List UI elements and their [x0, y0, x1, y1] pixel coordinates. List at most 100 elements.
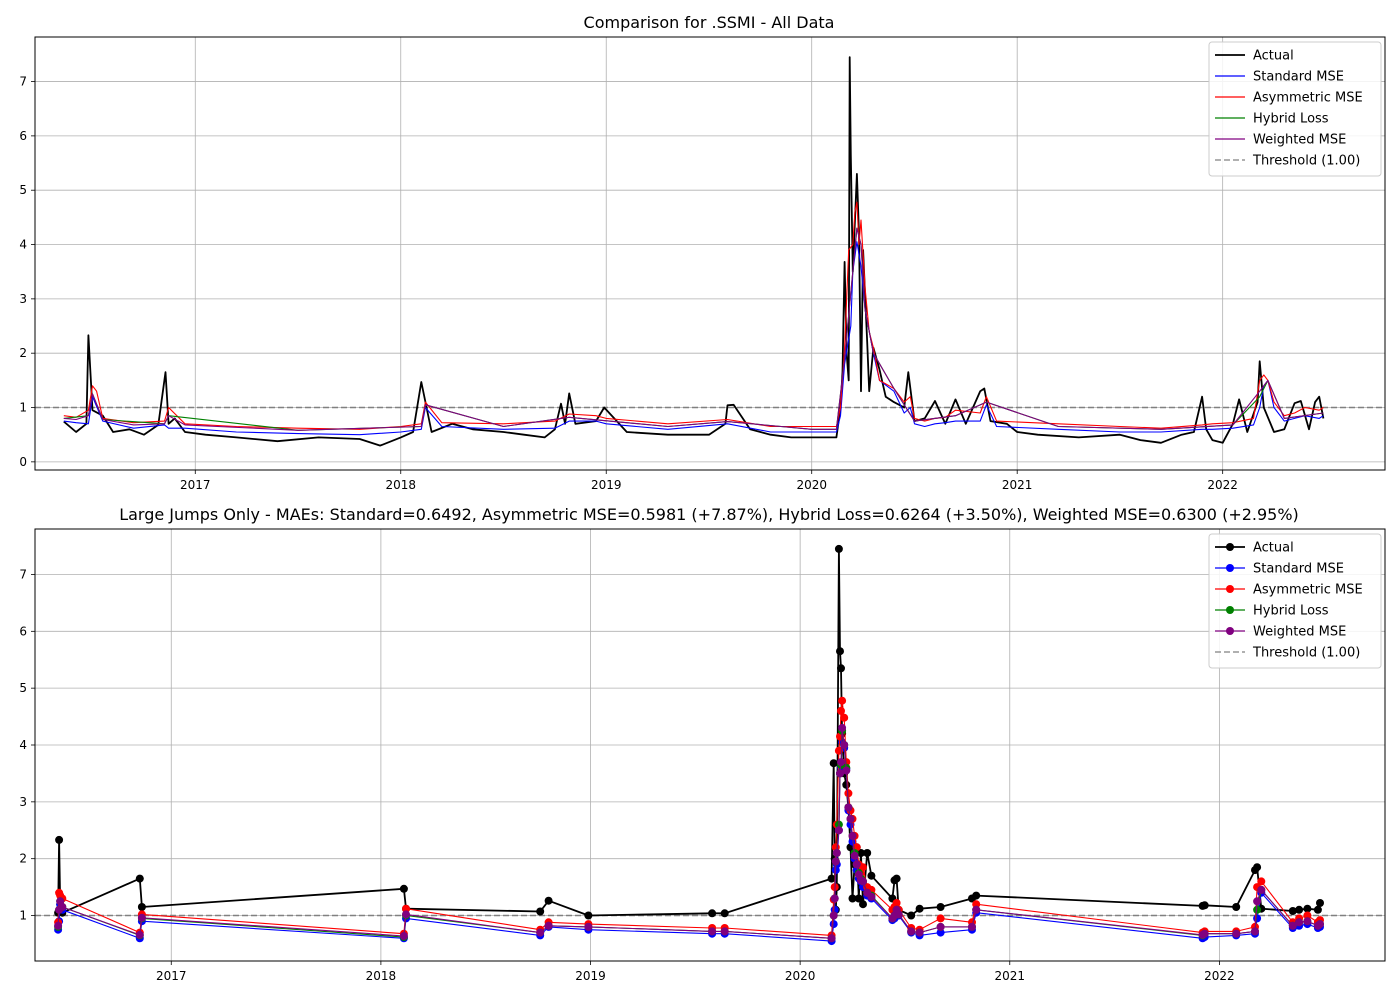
x-tick-label: 2019 [591, 478, 622, 492]
data-point-asymmetric-mse [859, 863, 867, 872]
data-point-actual [135, 874, 144, 883]
data-point-weighted-mse [831, 857, 840, 866]
y-tick-label: 3 [19, 292, 27, 306]
data-point-weighted-mse [54, 921, 63, 930]
data-point-weighted-mse [1232, 929, 1241, 938]
data-point-weighted-mse [1253, 897, 1262, 906]
data-point-standard-mse [1253, 914, 1262, 923]
legend-label: Asymmetric MSE [1253, 91, 1363, 106]
data-point-actual [936, 903, 945, 911]
plot-frame [34, 36, 1386, 471]
legend-label: Standard MSE [1253, 562, 1344, 577]
data-point-actual [1313, 905, 1322, 914]
data-point-actual [1200, 901, 1209, 910]
data-point-weighted-mse [838, 723, 847, 732]
data-point-asymmetric-mse [1303, 911, 1312, 920]
data-point-actual [848, 894, 857, 903]
data-point-weighted-mse [137, 913, 146, 922]
legend-marker [1226, 585, 1234, 593]
data-point-actual [399, 884, 408, 893]
series-lines [63, 56, 1325, 447]
data-point-weighted-mse [832, 849, 841, 857]
data-point-actual [836, 647, 844, 656]
data-point-weighted-mse [848, 831, 857, 840]
legend-label: Actual [1253, 49, 1294, 64]
data-point-actual [137, 903, 146, 911]
legend-label: Threshold (1.00) [1252, 646, 1360, 661]
legend: Actual Standard MSE Asymmetric MSE Hybrid L… [1208, 533, 1382, 669]
y-tick-label: 3 [19, 795, 27, 809]
data-point-actual [972, 891, 981, 900]
legend-box [1208, 533, 1382, 669]
data-point-weighted-mse [1200, 929, 1209, 938]
y-tick-label: 6 [19, 624, 27, 638]
data-point-actual [544, 896, 553, 905]
data-point-hybrid-loss [1253, 905, 1262, 914]
data-point-standard-mse [936, 928, 945, 937]
data-point-weighted-mse [840, 741, 849, 749]
data-point-actual [1295, 905, 1304, 914]
data-point-weighted-mse [968, 922, 976, 931]
legend-marker [1226, 627, 1234, 635]
x-tick-label: 2022 [1207, 478, 1238, 492]
series-line-asymmetric-mse [63, 201, 1324, 430]
y-tick-label: 5 [19, 681, 27, 695]
data-point-weighted-mse [1257, 885, 1266, 894]
data-point-asymmetric-mse [1257, 877, 1266, 886]
data-point-weighted-mse [867, 892, 876, 901]
data-point-actual [1303, 904, 1312, 913]
data-point-weighted-mse [402, 910, 410, 919]
data-point-weighted-mse [830, 894, 839, 903]
y-tick-label: 7 [19, 75, 27, 89]
data-point-weighted-mse [720, 927, 729, 936]
data-point-weighted-mse [1295, 918, 1304, 927]
data-point-asymmetric-mse [936, 914, 945, 923]
data-point-asymmetric-mse [840, 713, 849, 722]
data-point-weighted-mse [58, 903, 67, 911]
y-tick-label: 2 [19, 346, 27, 360]
data-point-actual [856, 849, 865, 857]
data-point-actual [1253, 863, 1262, 872]
data-point-weighted-mse [842, 766, 851, 775]
data-point-actual [837, 664, 845, 673]
legend-box [1208, 41, 1382, 177]
chart-title: Comparison for .SSMI - All Data [584, 13, 835, 32]
data-point-weighted-mse [829, 911, 838, 920]
legend-label: Standard MSE [1253, 70, 1344, 85]
data-point-actual [536, 907, 545, 916]
data-point-actual [892, 874, 901, 883]
legend-label: Asymmetric MSE [1253, 583, 1363, 598]
x-tick-label: 2021 [994, 969, 1025, 983]
y-tick-label: 1 [19, 909, 27, 923]
data-point-weighted-mse [827, 934, 836, 943]
data-point-actual [1232, 903, 1241, 911]
y-tick-label: 6 [19, 129, 27, 143]
y-tick-label: 2 [19, 852, 27, 866]
data-point-weighted-mse [834, 826, 843, 835]
x-tick-label: 2020 [796, 478, 827, 492]
data-point-weighted-mse [852, 860, 861, 869]
data-point-weighted-mse [399, 932, 408, 940]
y-tick-label: 4 [19, 738, 27, 752]
series-line-actual [63, 56, 1325, 447]
data-point-weighted-mse [1288, 921, 1297, 930]
data-point-actual [720, 909, 729, 918]
x-tick-label: 2018 [366, 969, 397, 983]
data-point-weighted-mse [850, 851, 859, 860]
data-point-actual [915, 904, 924, 913]
series-line-standard-mse [63, 241, 1324, 436]
series-lines [54, 544, 1324, 946]
x-tick-label: 2019 [575, 969, 606, 983]
data-point-weighted-mse [1303, 917, 1312, 926]
data-point-weighted-mse [915, 928, 924, 937]
data-point-weighted-mse [708, 927, 717, 936]
legend-label: Hybrid Loss [1253, 112, 1329, 127]
data-point-actual [829, 759, 838, 768]
bottom-chart: Large Jumps Only - MAEs: Standard=0.6492… [19, 505, 1386, 983]
y-tick-label: 5 [19, 183, 27, 197]
data-point-asymmetric-mse [844, 789, 853, 798]
legend-label: Weighted MSE [1253, 133, 1346, 148]
data-point-weighted-mse [907, 927, 916, 936]
data-point-actual [842, 780, 851, 789]
